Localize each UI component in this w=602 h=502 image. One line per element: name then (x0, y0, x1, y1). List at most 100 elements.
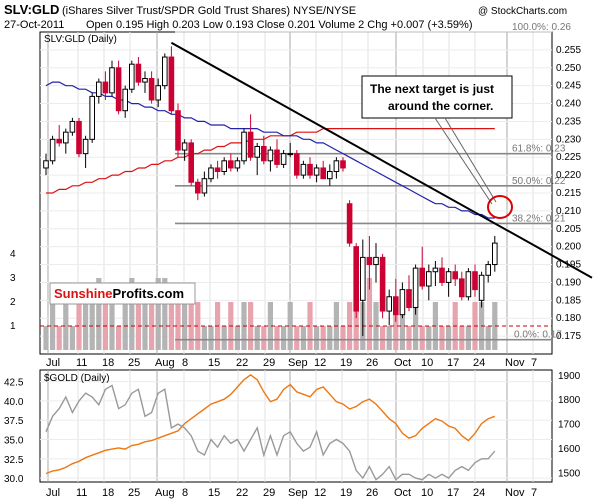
candle-body (419, 267, 425, 287)
candle-body (313, 167, 320, 176)
x-axis-label: 12 (314, 357, 326, 369)
volume-bar (234, 326, 240, 350)
candle-body (175, 110, 181, 151)
watermark: @ StockCharts.com (478, 6, 567, 17)
fibonacci-label: 50.0%: 0.22 (512, 176, 566, 187)
candle-body (49, 138, 56, 162)
annotation-box (361, 75, 513, 119)
candle-body (234, 160, 241, 169)
candle-body (360, 256, 366, 301)
annotation-callout: The next target is just around the corne… (361, 75, 513, 219)
candle-body (267, 149, 274, 162)
volume-bar (261, 326, 267, 350)
volume-y-ticks: 4 3 2 1 (10, 249, 16, 332)
candle-body (241, 131, 247, 162)
volume-bar (182, 302, 188, 350)
volume-bar (69, 326, 75, 350)
gold-right-tick-label: 1800 (558, 395, 581, 406)
volume-bar (419, 326, 425, 350)
candle-body (373, 256, 379, 266)
x-axis-label: 11 (76, 487, 87, 499)
x-axis-label: Nov (505, 487, 525, 499)
x-axis-label: 18 (102, 357, 114, 369)
gold-panel-frame (39, 369, 553, 483)
x-axis-label: Nov (505, 357, 525, 369)
candle-body (274, 149, 280, 165)
candle-body (181, 142, 188, 151)
volume-bar (406, 326, 412, 350)
candle-body (168, 56, 175, 112)
candle-body (89, 95, 96, 140)
gold-panel-title: $GOLD (Daily) (44, 373, 110, 384)
gold-right-tick-label: 1900 (558, 371, 581, 382)
price-y-tick-label: 0.185 (556, 295, 581, 306)
x-axis-label: Sep (288, 357, 308, 369)
volume-bar (320, 326, 326, 350)
candle-body (459, 278, 465, 298)
candle-body (188, 142, 194, 183)
volume-y-tick-label: 3 (10, 273, 16, 284)
silver-gold-ratio-line (45, 384, 496, 481)
volume-bar (175, 302, 181, 350)
price-y-tick-label: 0.235 (556, 116, 581, 127)
price-y-tick-label: 0.220 (556, 170, 581, 181)
candle-body (439, 267, 445, 283)
chart-title: SLV:GLD (4, 2, 59, 17)
price-y-tick-label: 0.205 (556, 224, 581, 235)
price-y-tick-label: 0.195 (556, 260, 581, 271)
volume-bar (281, 326, 287, 350)
candle-body (247, 131, 254, 158)
x-axis-label: 24 (473, 487, 485, 499)
candle-body (287, 153, 293, 156)
candle-body (148, 78, 155, 101)
quote-line: Open 0.195 High 0.203 Low 0.193 Close 0.… (86, 19, 473, 31)
price-y-tick-label: 0.190 (556, 277, 581, 288)
volume-bar (188, 302, 194, 350)
price-panel: 100.0%: 0.26 61.8%: 0.23 50.0%: 0.22 38.2%:… (10, 22, 593, 355)
candle-body (214, 167, 221, 173)
gold-y-ticks: 42.5 40.0 37.5 35.0 32.5 30.0 1900 1800 1700 1600… (4, 371, 581, 485)
candle-body (56, 138, 63, 144)
volume-bar (340, 326, 346, 350)
price-y-tick-label: 0.210 (556, 206, 581, 217)
volume-bar (155, 278, 161, 350)
price-panel-title: SLV:GLD (Daily) (44, 34, 117, 45)
candle-body (327, 171, 333, 180)
volume-bar (439, 326, 445, 350)
gold-price-line (45, 374, 496, 475)
gold-vertical-gridlines (47, 370, 534, 482)
volume-bar (129, 278, 135, 350)
x-axis-label: 17 (447, 487, 459, 499)
x-axis-label: 29 (263, 487, 275, 499)
x-axis-label: Jul (46, 357, 60, 369)
candle-body (340, 160, 346, 169)
gold-panel: 42.5 40.0 37.5 35.0 32.5 30.0 1900 1800 1700 1600… (4, 369, 581, 485)
price-y-tick-label: 0.215 (556, 188, 581, 199)
gold-left-tick-label: 40.0 (4, 397, 24, 408)
candle-body (294, 153, 300, 176)
brand-text: SunshineProfits.com (54, 286, 184, 301)
volume-bar (399, 302, 405, 350)
price-y-tick-label: 0.245 (556, 81, 581, 92)
x-axis-label: 17 (447, 357, 459, 369)
candle-body (353, 246, 359, 312)
x-axis-label: 29 (263, 357, 275, 369)
volume-bar (314, 326, 320, 350)
price-y-tick-label: 0.255 (556, 45, 581, 56)
candle-body (122, 88, 129, 112)
candle-body (63, 131, 69, 144)
brand-logo: SunshineProfits.com (49, 282, 196, 305)
candle-body (412, 267, 419, 308)
candle-body (346, 203, 353, 244)
candle-body (379, 256, 386, 312)
x-axis-label: 22 (236, 357, 248, 369)
candle-body (228, 160, 234, 169)
candle-body (320, 167, 326, 180)
price-y-tick-label: 0.230 (556, 134, 581, 145)
x-axis-label: 7 (531, 357, 537, 369)
candle-body (208, 167, 214, 180)
volume-bar (459, 326, 465, 350)
volume-bar (116, 326, 122, 350)
volume-bar (274, 326, 280, 350)
